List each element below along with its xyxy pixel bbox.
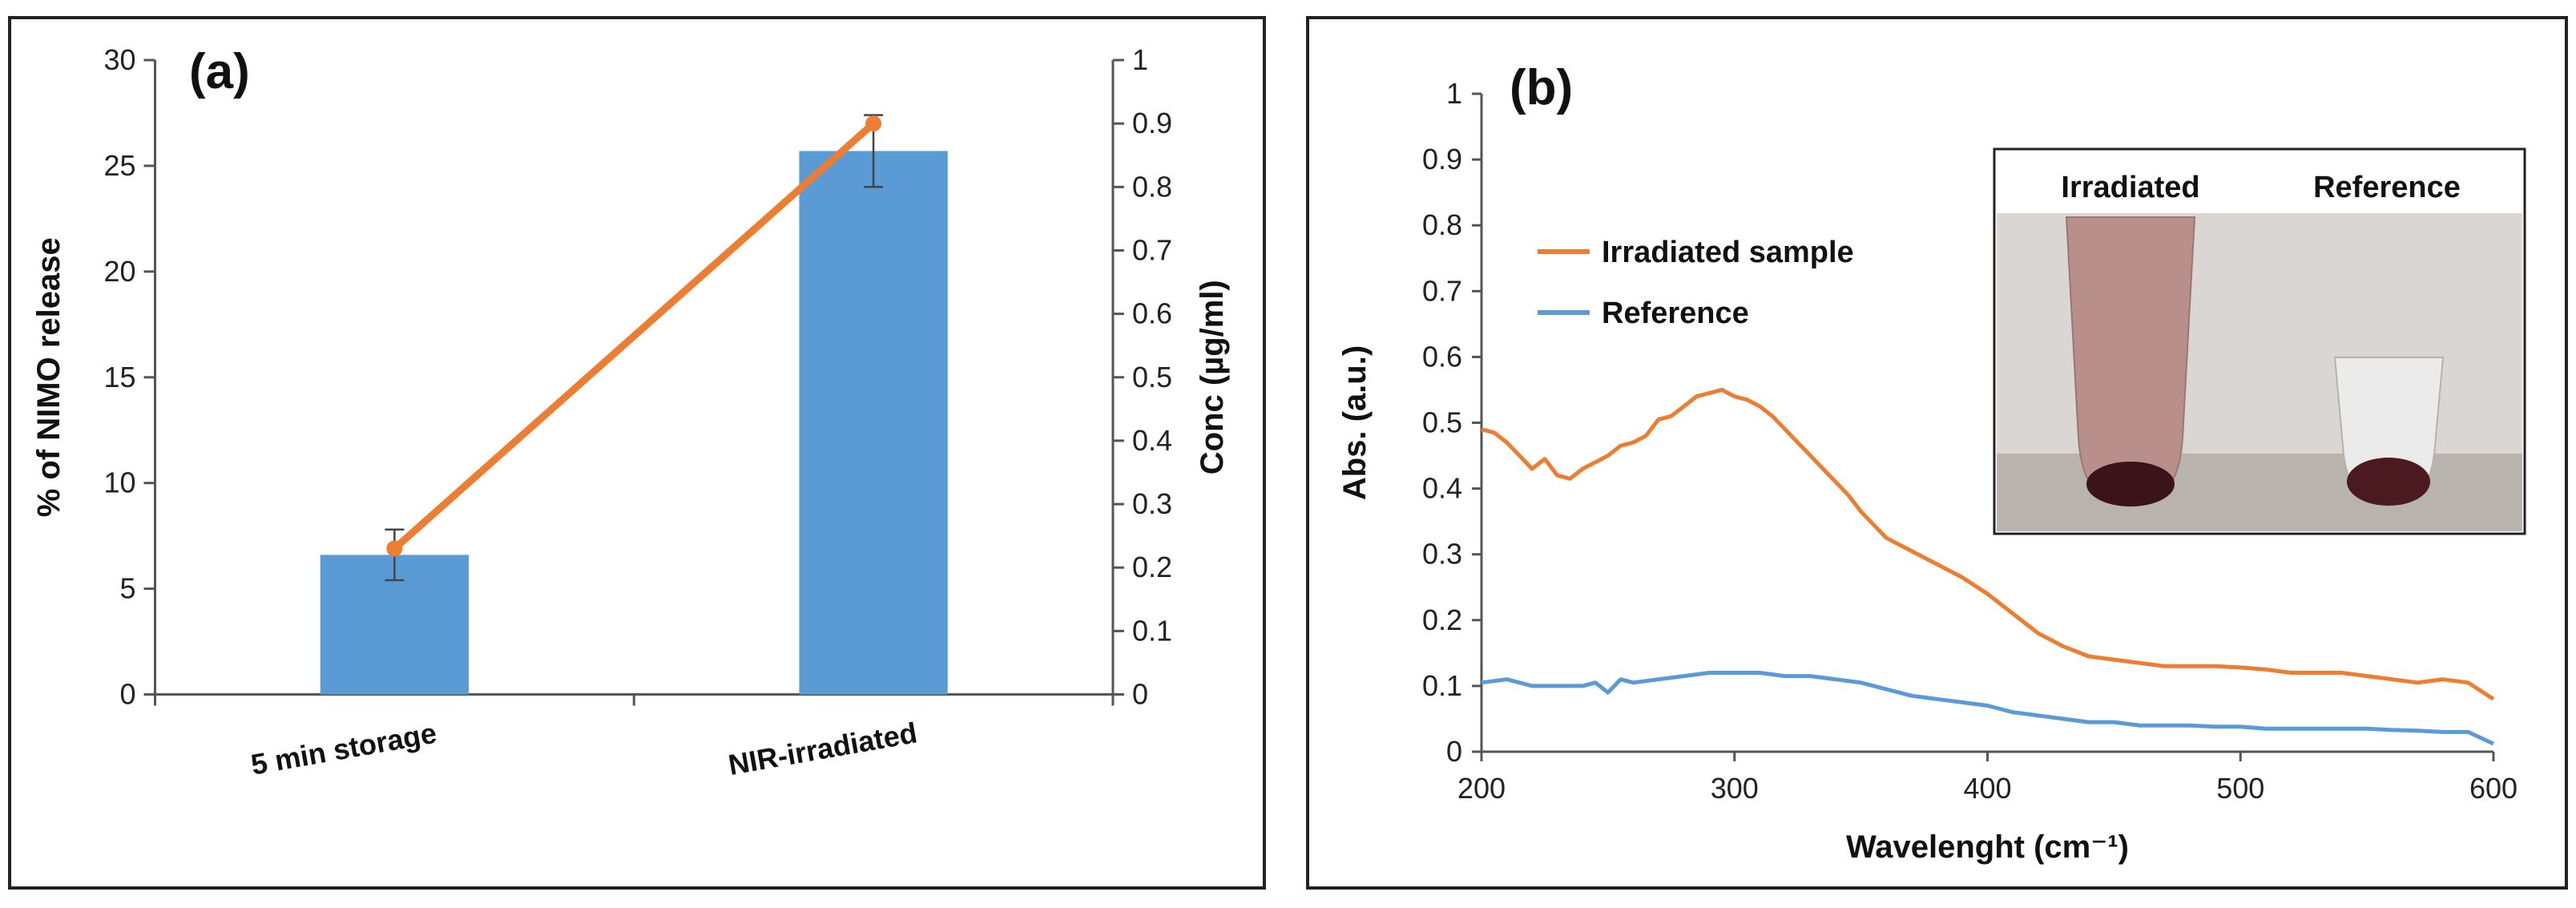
conc-point (865, 115, 882, 132)
y-tick-label: 0.2 (1422, 603, 1462, 636)
y-tick-label-right: 0.9 (1132, 107, 1172, 139)
x-tick-label: 500 (2216, 772, 2264, 805)
inset-photo-table (1997, 454, 2522, 531)
bar (799, 151, 948, 695)
chart-b-axes (1472, 92, 2495, 761)
y-axis-title-left: % of NIMO release (31, 237, 67, 517)
y-tick-label-left: 5 (119, 572, 135, 605)
y-tick-label-left: 25 (103, 149, 135, 182)
y-tick-label: 0.9 (1422, 143, 1462, 176)
y-tick-label-left: 10 (103, 466, 135, 499)
y-tick-label-right: 0.5 (1132, 361, 1172, 393)
y-tick-label-left: 0 (119, 678, 135, 711)
conc-point (386, 540, 403, 557)
tube-irradiated-pellet (2086, 462, 2175, 506)
y-tick-label: 0.7 (1422, 274, 1462, 307)
y-tick-label-right: 0.1 (1132, 614, 1172, 647)
y-tick-label-left: 30 (103, 43, 135, 76)
photo-inset: Irradiated Reference (1993, 147, 2526, 535)
x-category-label: NIR-irradiated (726, 716, 920, 781)
x-tick-label: 400 (1963, 772, 2011, 805)
chart-a-svg: 0 5 10 15 20 25 30 0 0.1 0.2 0.3 0.4 0.5 0.6 0.7 0.8 0.9… (31, 43, 1230, 781)
y-tick-label-right: 0.8 (1132, 170, 1172, 203)
x-category-label: 5 min storage (248, 716, 439, 781)
y-tick-label-right: 0.2 (1132, 551, 1172, 583)
y-axis-title: Abs. (a.u.) (1337, 345, 1373, 500)
y-tick-label-right: 0.7 (1132, 233, 1172, 266)
y-tick-label: 0.3 (1422, 538, 1462, 571)
chart-b-text: 0 0.1 0.2 0.3 0.4 0.5 0.6 0.7 0.8 0.9 1 200 300 400 50… (1337, 60, 2518, 865)
x-axis-title: Wavelenght (cm⁻¹) (1846, 829, 2129, 865)
y-tick-label: 0.5 (1422, 406, 1462, 439)
chart-b-legend: Irradiated sample Reference (1538, 236, 1854, 330)
chart-b-marks (1481, 387, 2495, 746)
y-tick-label: 0.6 (1422, 340, 1462, 373)
chart-a-marks (320, 114, 948, 695)
y-tick-label-right: 0.3 (1132, 487, 1172, 520)
x-tick-label: 300 (1711, 772, 1759, 805)
y-tick-label: 0 (1446, 735, 1462, 768)
inset-label-irradiated: Irradiated (2061, 171, 2199, 204)
chart-a-axes (143, 59, 1124, 706)
y-tick-label: 0.4 (1422, 472, 1462, 505)
series-line-irradiated-sample (1481, 387, 2495, 701)
panel-b: 0 0.1 0.2 0.3 0.4 0.5 0.6 0.7 0.8 0.9 1 200 300 400 50… (1306, 16, 2568, 890)
panel-label-a: (a) (189, 44, 250, 99)
chart-a-text: 0 5 10 15 20 25 30 0 0.1 0.2 0.3 0.4 0.5 0.6 0.7 0.8 0.9… (31, 43, 1230, 781)
y-tick-label: 0.8 (1422, 208, 1462, 241)
panel-label-b: (b) (1510, 60, 1573, 115)
y-axis-title-right: Conc (µg/ml) (1195, 280, 1230, 474)
y-tick-label-right: 0 (1132, 678, 1148, 711)
y-tick-label-right: 0.6 (1132, 297, 1172, 330)
y-tick-label-right: 0.4 (1132, 424, 1172, 457)
tube-reference-pellet (2347, 458, 2430, 506)
y-tick-label: 0.1 (1422, 669, 1462, 702)
legend-label: Reference (1602, 297, 1749, 330)
y-tick-label-left: 15 (103, 361, 135, 393)
panel-a: 0 5 10 15 20 25 30 0 0.1 0.2 0.3 0.4 0.5 0.6 0.7 0.8 0.9… (8, 16, 1266, 890)
x-tick-label: 200 (1457, 772, 1506, 805)
y-tick-label: 1 (1446, 77, 1462, 110)
conc-line (390, 119, 877, 552)
chart-b-svg: 0 0.1 0.2 0.3 0.4 0.5 0.6 0.7 0.8 0.9 1 200 300 400 50… (1337, 60, 2526, 865)
inset-label-reference: Reference (2313, 171, 2461, 204)
y-tick-label-right: 1 (1132, 43, 1148, 76)
y-tick-label-left: 20 (103, 255, 135, 288)
legend-label: Irradiated sample (1602, 236, 1854, 269)
x-tick-label: 600 (2469, 772, 2518, 805)
series-line-reference (1481, 671, 2495, 746)
